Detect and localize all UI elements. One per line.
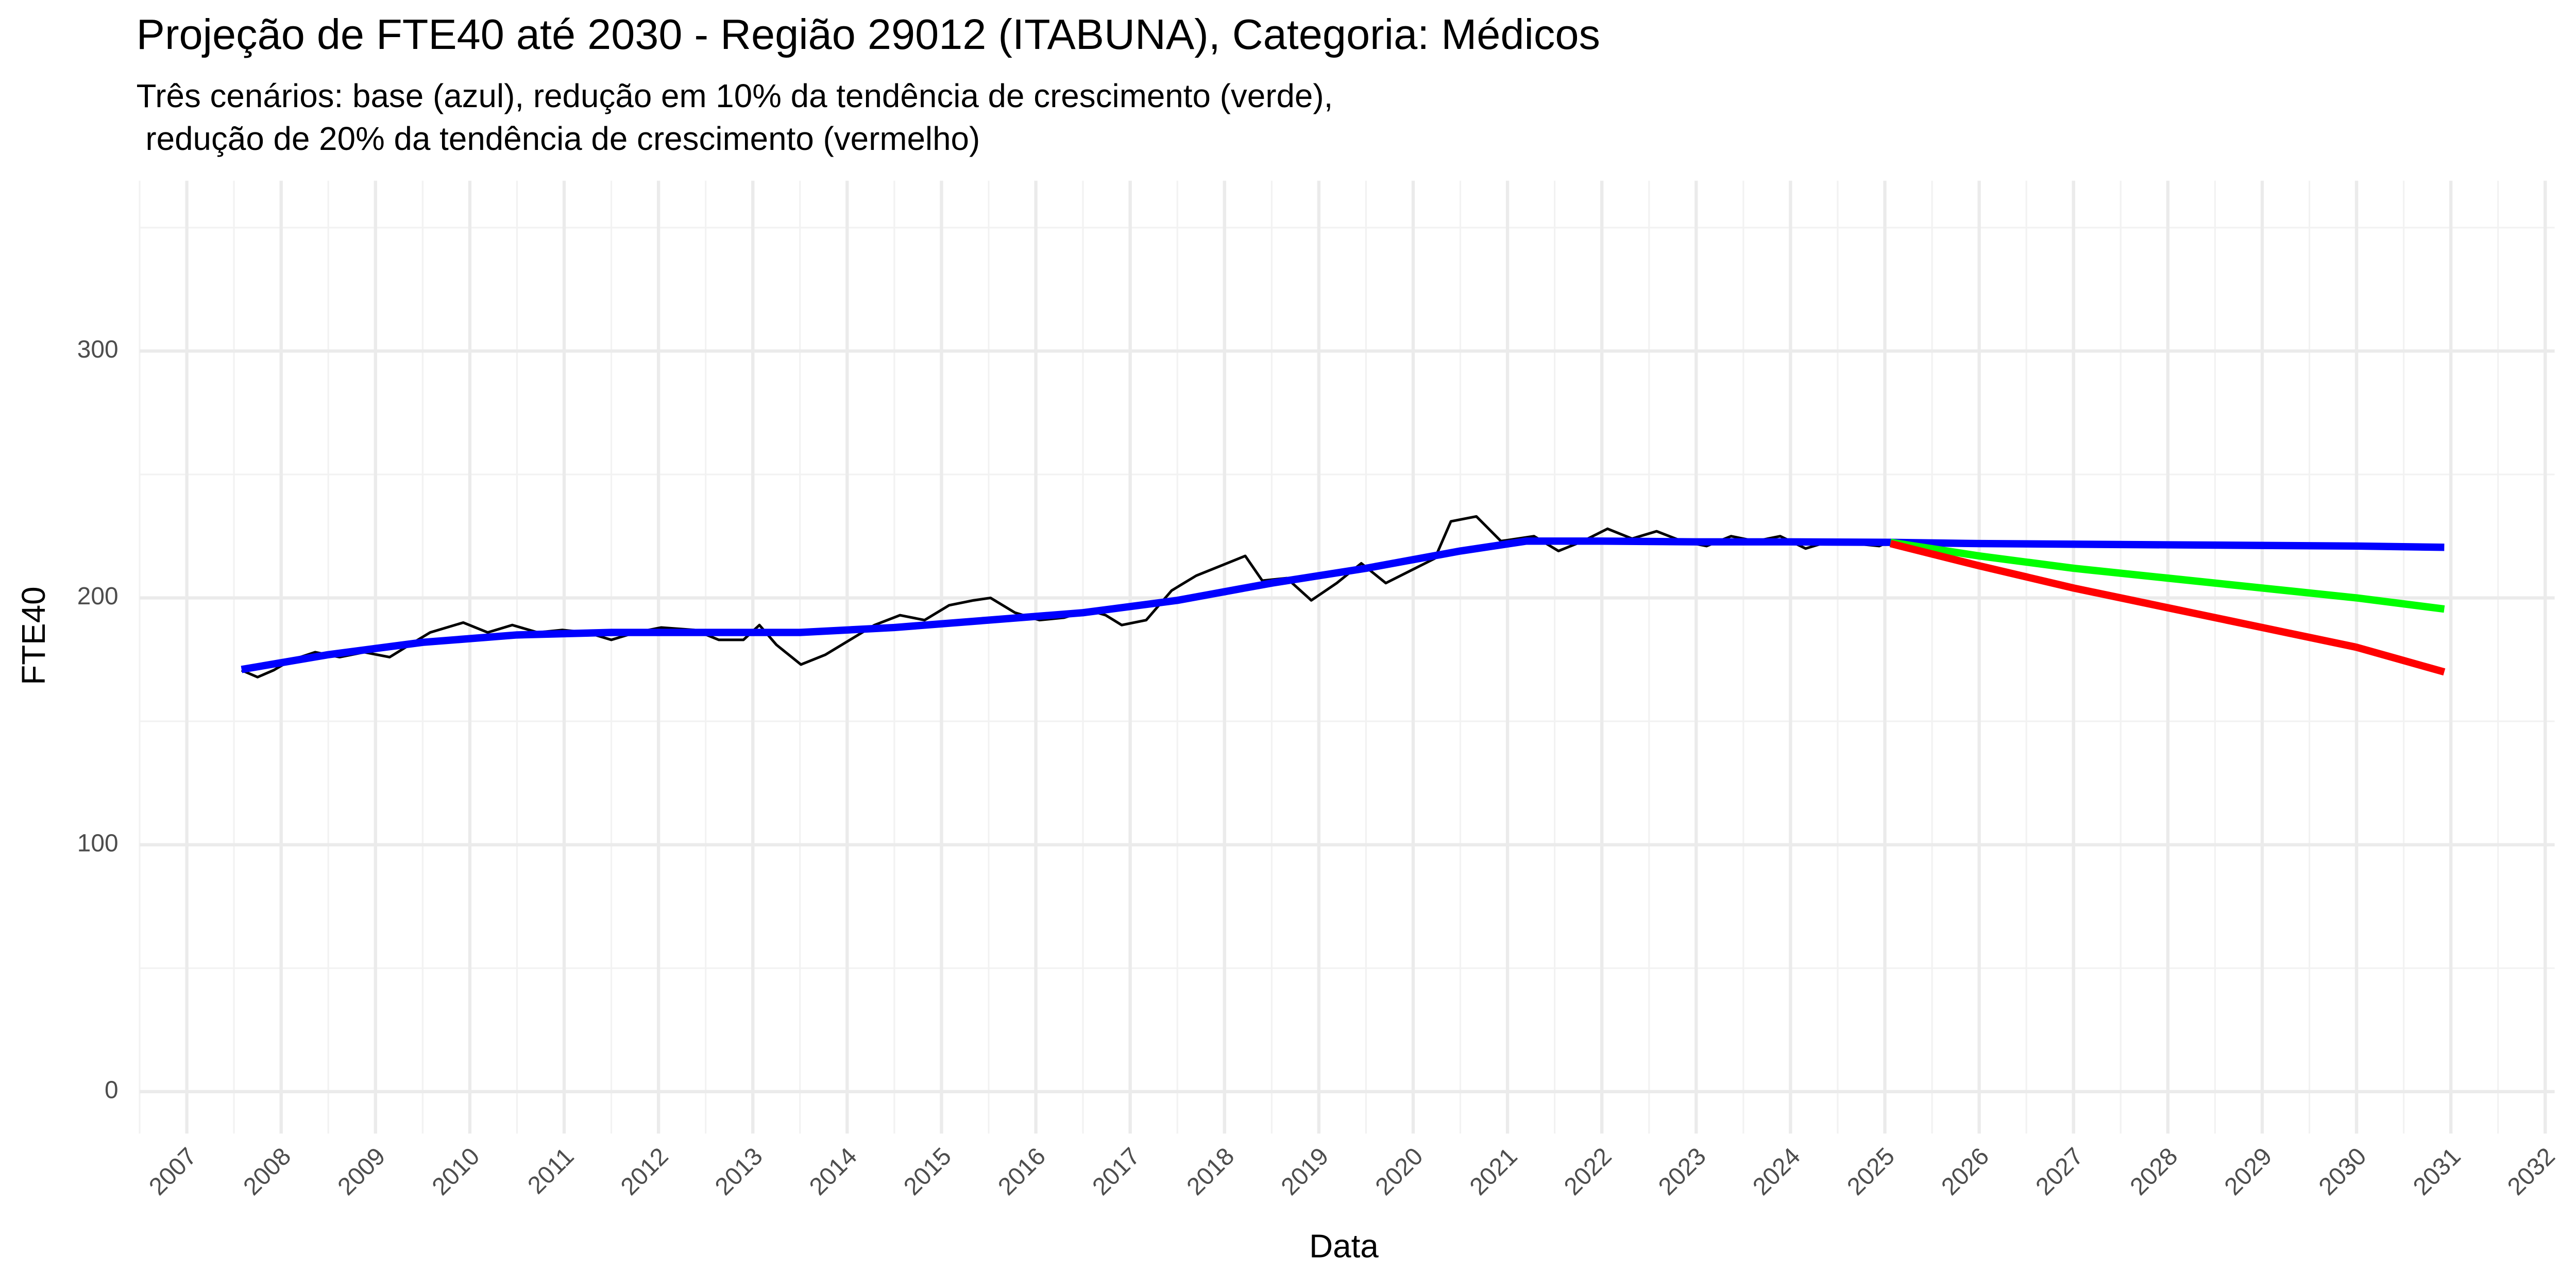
x-tick-label: 2022 [1559,1143,1617,1201]
x-tick-label: 2018 [1182,1143,1240,1201]
y-tick-label: 200 [77,583,118,610]
x-tick-label: 2007 [144,1143,202,1201]
chart-subtitle: redução de 20% da tendência de crescimen… [137,120,980,157]
x-tick-label: 2011 [522,1143,579,1199]
y-axis-label: FTE40 [15,586,52,685]
x-tick-label: 2025 [1842,1143,1900,1201]
chart-title: Projeção de FTE40 até 2030 - Região 2901… [137,10,1600,58]
x-tick-label: 2012 [616,1143,674,1201]
x-tick-label: 2028 [2125,1143,2183,1201]
x-tick-label: 2013 [710,1143,768,1201]
x-tick-label: 2032 [2502,1143,2561,1201]
x-tick-label: 2029 [2219,1143,2278,1201]
grid [139,180,2555,1134]
chart-subtitle: Três cenários: base (azul), redução em 1… [137,77,1333,114]
x-tick-label: 2019 [1276,1143,1334,1201]
x-tick-label: 2010 [427,1143,485,1201]
x-tick-label: 2016 [993,1143,1051,1201]
x-axis-label: Data [1309,1227,1379,1264]
x-tick-label: 2024 [1748,1143,1806,1201]
y-tick-label: 0 [105,1076,118,1104]
series-line [1890,538,2445,613]
x-tick-label: 2027 [2030,1143,2089,1201]
x-tick-label: 2017 [1087,1143,1145,1201]
y-tick-label: 300 [77,336,118,363]
x-tick-label: 2021 [1465,1143,1523,1201]
plot-area [241,515,2446,679]
x-tick-label: 2031 [2408,1143,2466,1201]
x-tick-label: 2026 [1936,1143,1994,1201]
x-tick-label: 2008 [238,1143,296,1201]
x-tick-label: 2023 [1653,1143,1711,1201]
series-line [1889,540,2446,676]
x-tick-label: 2030 [2314,1143,2372,1201]
x-tick-label: 2014 [804,1143,862,1201]
x-tick-label: 2020 [1370,1143,1429,1201]
x-tick-label: 2015 [899,1143,957,1201]
x-tick-label: 2009 [333,1143,391,1201]
series-line [241,537,2445,673]
y-tick-label: 100 [77,829,118,857]
